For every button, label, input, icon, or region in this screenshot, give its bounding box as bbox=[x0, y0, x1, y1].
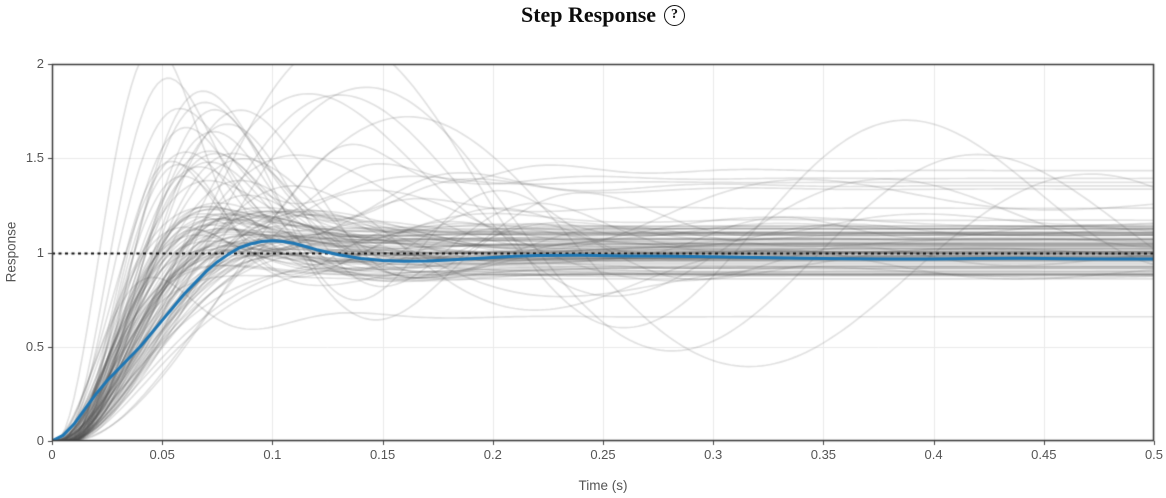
x-tick-label: 0.45 bbox=[1031, 447, 1057, 462]
y-tick-label: 1 bbox=[36, 244, 44, 260]
x-tick-label: 0.25 bbox=[590, 447, 616, 462]
x-tick-label: 0.4 bbox=[924, 447, 943, 462]
y-tick-label: 2 bbox=[36, 56, 44, 71]
help-icon[interactable]: ? bbox=[664, 4, 686, 26]
x-axis-label: Time (s) bbox=[578, 478, 628, 493]
x-tick-label: 0.5 bbox=[1144, 447, 1164, 462]
x-tick-label: 0.2 bbox=[483, 447, 502, 462]
x-tick-label: 0.35 bbox=[810, 447, 837, 462]
x-tick-label: 0.1 bbox=[263, 447, 282, 462]
y-tick-label: 1.5 bbox=[25, 150, 44, 166]
x-tick-label: 0.15 bbox=[369, 447, 396, 462]
x-tick-label: 0 bbox=[48, 447, 56, 462]
x-tick-label: 0.05 bbox=[149, 447, 175, 462]
chart-header: Step Response? bbox=[52, 0, 1154, 34]
y-tick-label: 0 bbox=[36, 433, 44, 448]
y-tick-label: 0.5 bbox=[25, 338, 44, 354]
chart-title: Step Response bbox=[520, 2, 657, 27]
x-tick-label: 0.3 bbox=[704, 447, 723, 462]
